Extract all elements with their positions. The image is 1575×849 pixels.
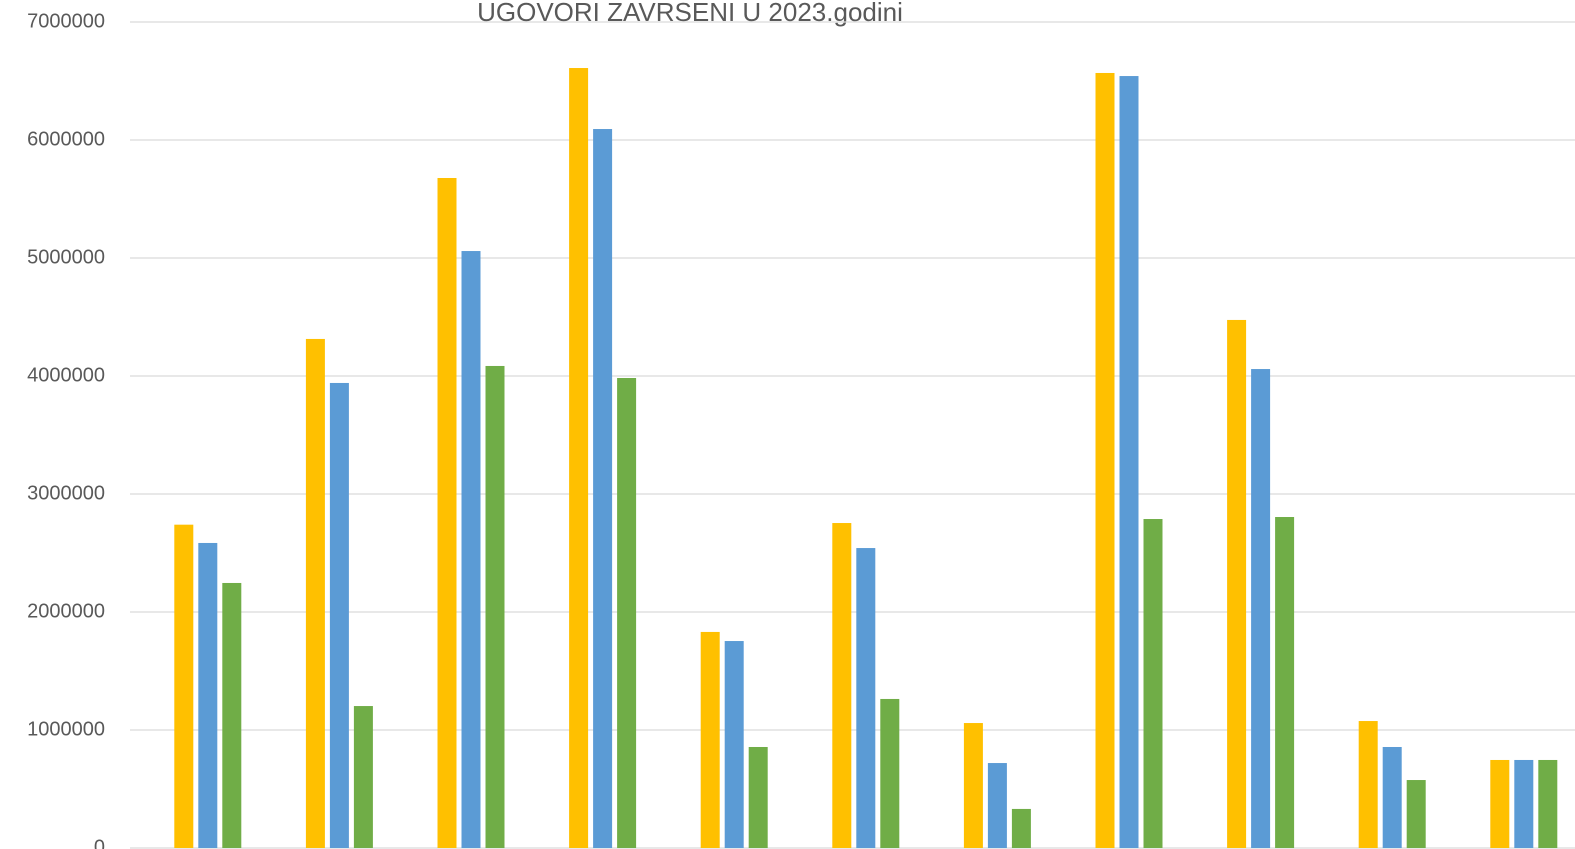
y-tick-label: 5000000 (27, 246, 105, 268)
bar (832, 523, 852, 848)
bar (485, 365, 505, 848)
bar (1490, 759, 1510, 848)
bar (1382, 746, 1402, 848)
chart-title: UGOVORI ZAVRSENI U 2023.godini (477, 0, 903, 27)
bar (1538, 759, 1558, 848)
bar (1514, 759, 1534, 848)
bar (724, 641, 744, 848)
bar (305, 338, 325, 848)
bar (1095, 72, 1115, 848)
bar (461, 251, 481, 849)
bar (1119, 76, 1139, 848)
bar (1143, 519, 1163, 848)
y-tick-label: 7000000 (27, 10, 105, 32)
bar (1251, 369, 1271, 848)
bar (593, 129, 613, 848)
bar (174, 524, 194, 848)
bar (617, 378, 637, 848)
bar (437, 177, 457, 849)
bar (222, 582, 242, 848)
bar (353, 706, 373, 848)
y-tick-label: 4000000 (27, 364, 105, 386)
bar (700, 631, 720, 848)
y-tick-label: 0 (94, 836, 105, 849)
bar (198, 542, 218, 848)
bar (856, 548, 876, 848)
bar (1275, 517, 1295, 848)
bar (569, 68, 589, 848)
bar (1227, 319, 1247, 848)
y-tick-label: 6000000 (27, 128, 105, 150)
bar (963, 723, 983, 848)
y-tick-label: 3000000 (27, 482, 105, 504)
bar (748, 746, 768, 848)
bar (1406, 780, 1426, 848)
bar (1358, 721, 1378, 848)
bar (1011, 808, 1031, 848)
bar (880, 698, 900, 848)
bar (987, 763, 1007, 848)
y-tick-label: 1000000 (27, 718, 105, 740)
y-tick-label: 2000000 (27, 600, 105, 622)
bar (329, 382, 349, 848)
